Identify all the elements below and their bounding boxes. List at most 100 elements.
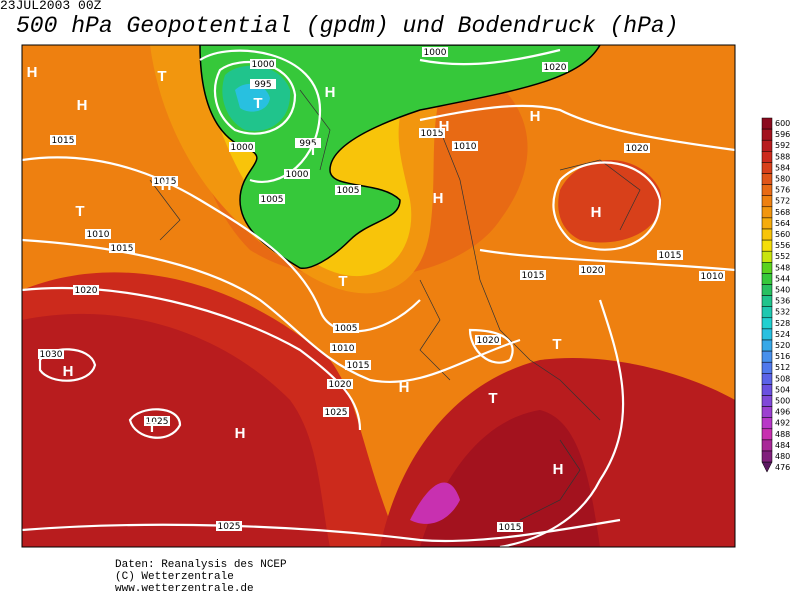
pressure-center: T [147, 419, 156, 436]
legend-swatch [761, 151, 773, 163]
legend-label: 552 [775, 252, 790, 261]
label-box [250, 59, 276, 69]
isobar-label: 1020 [626, 144, 649, 154]
legend-label: 544 [775, 274, 790, 283]
label-box [284, 169, 310, 179]
legend-label: 512 [775, 363, 790, 372]
legend-label: 528 [775, 319, 790, 328]
legend-label: 560 [775, 230, 790, 239]
isobar-label: 995 [254, 80, 271, 90]
footer-line: Daten: Reanalysis des NCEP [115, 559, 287, 571]
legend-swatch [761, 317, 773, 330]
legend-swatch [761, 273, 773, 285]
isobar-label: 1000 [252, 60, 275, 70]
pressure-center: H [77, 97, 88, 114]
pressure-center: T [338, 273, 347, 290]
isobar-label: 1005 [337, 186, 360, 196]
legend-label: 596 [775, 130, 790, 139]
pressure-center: H [591, 204, 602, 221]
label-box [699, 271, 725, 281]
pressure-center: H [439, 118, 450, 135]
label-box [216, 521, 242, 531]
label-box [109, 243, 135, 253]
isobar-label: 1025 [218, 522, 241, 532]
isobar-label: 1000 [424, 48, 447, 58]
legend-swatch [761, 117, 773, 130]
isobar-label: 1025 [325, 408, 348, 418]
legend-label: 576 [775, 186, 790, 195]
isobar-label: 1020 [329, 380, 352, 390]
isobar-label: 1015 [347, 361, 370, 371]
pressure-center: H [553, 461, 564, 478]
pressure-center: T [552, 336, 561, 353]
label-box [475, 335, 501, 345]
label-box [452, 141, 478, 151]
legend-swatch [761, 350, 773, 363]
legend-label: 476 [775, 463, 790, 472]
label-box [624, 143, 650, 153]
isobar-label: 1030 [40, 350, 63, 360]
map [21, 44, 736, 548]
pressure-center: T [75, 203, 84, 220]
legend-swatch [761, 184, 773, 196]
label-box [50, 135, 76, 145]
label-box [542, 62, 568, 72]
field [235, 83, 270, 112]
legend-label: 532 [775, 308, 790, 317]
isobar-label: 1015 [111, 244, 134, 254]
label-box [229, 142, 255, 152]
date: 23JUL2003 00Z [0, 0, 102, 13]
label-box [38, 349, 64, 359]
legend-swatch [761, 295, 773, 307]
pressure-center: H [433, 190, 444, 207]
label-box [259, 194, 285, 204]
legend-swatch [761, 406, 773, 418]
legend-label: 588 [775, 152, 790, 161]
legend-swatch [761, 428, 773, 441]
pressure-center: H [530, 108, 541, 125]
footer-line: (C) Wetterzentrale [115, 571, 234, 583]
field [410, 482, 460, 524]
legend-label: 492 [775, 419, 790, 428]
isobar-label: 1010 [454, 142, 477, 152]
label-box [295, 138, 321, 148]
legend-swatch [761, 173, 773, 185]
legend-swatch [761, 228, 773, 241]
isobar-label: 1015 [154, 177, 177, 187]
pressure-center: T [157, 68, 166, 85]
legend-swatch [761, 206, 773, 219]
legend: 600 596 592 588 584 580 576 572 568 564 560 556 552 5… [761, 117, 790, 473]
legend-swatch [761, 328, 773, 341]
label-box [422, 47, 448, 57]
legend-label: 600 [775, 119, 790, 128]
legend-label: 504 [775, 385, 790, 394]
map-frame [21, 44, 736, 548]
legend-swatch [761, 373, 773, 385]
legend-swatch [761, 450, 773, 463]
isobar-label: 1015 [522, 271, 545, 281]
legend-label: 568 [775, 208, 790, 217]
isobar-label: 1000 [286, 170, 309, 180]
legend-label: 556 [775, 241, 790, 250]
isobar-label: 1015 [52, 136, 75, 146]
legend-label: 520 [775, 341, 790, 350]
footer: Daten: Reanalysis des NCEP(C) Wetterzent… [115, 559, 287, 595]
pressure-center: H [161, 177, 172, 194]
legend-swatch [761, 128, 773, 141]
legend-swatch [761, 262, 773, 274]
isobar-label: 1005 [335, 324, 358, 334]
pressure-center: H [63, 363, 74, 380]
isobar-label: 1000 [231, 143, 254, 153]
label-box [330, 343, 356, 353]
legend-label: 592 [775, 141, 790, 150]
isobar-label: 1005 [261, 195, 284, 205]
legend-label: 484 [775, 441, 790, 450]
label-box [327, 379, 353, 389]
legend-label: 508 [775, 374, 790, 383]
legend-swatch [761, 250, 773, 263]
legend-swatch [761, 439, 773, 452]
pressure-center: T [308, 142, 317, 159]
pressure-center: T [488, 390, 497, 407]
isobar-label: 1010 [87, 230, 110, 240]
label-box [520, 270, 546, 280]
